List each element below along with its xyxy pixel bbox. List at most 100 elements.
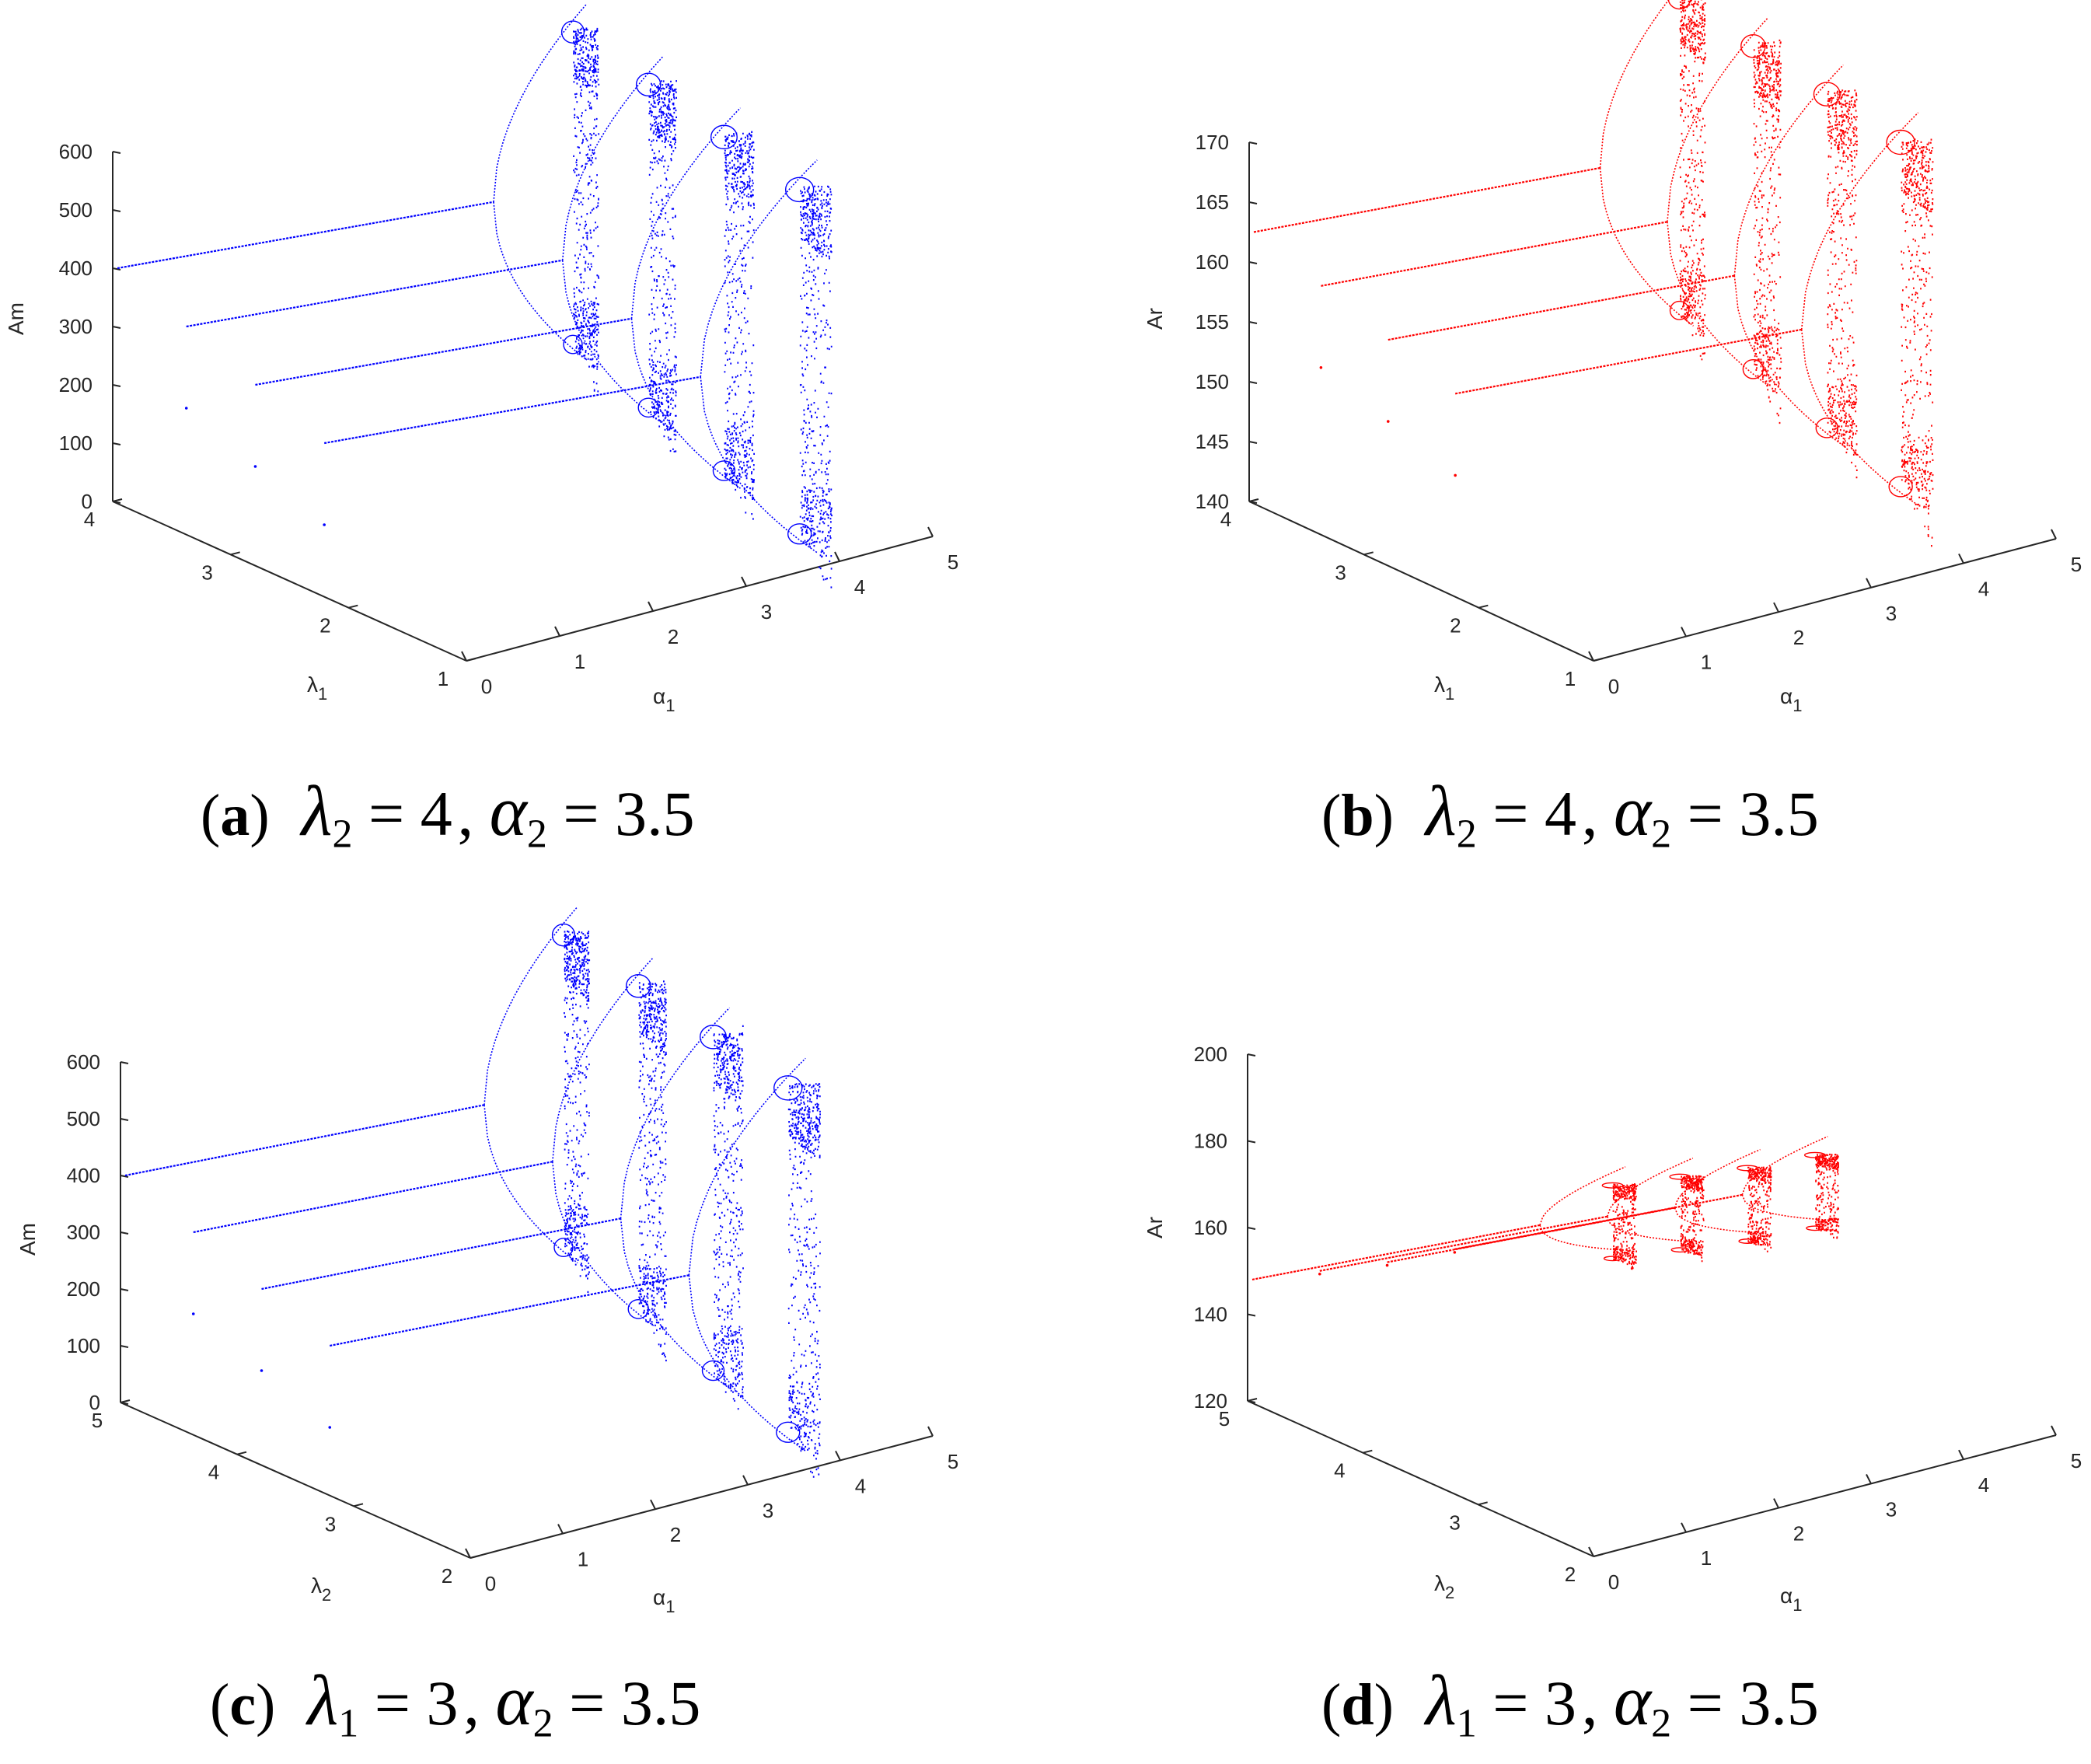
y-tick-mark (1247, 1398, 1258, 1402)
x-axis-label-sub: 1 (665, 1597, 675, 1616)
x-tick-label: 2 (1793, 1522, 1804, 1546)
caption-b-tag: b (1341, 783, 1374, 848)
slice-start-point (323, 523, 326, 526)
z-tick-label: 180 (1194, 1130, 1227, 1153)
z-tick-mark (1248, 201, 1258, 204)
z-tick-label: 150 (1196, 370, 1229, 393)
x-tick-mark (835, 1450, 841, 1461)
z-tick-mark (120, 1345, 129, 1348)
x-tick-label: 3 (761, 600, 772, 624)
series-slice-2 (1319, 16, 1782, 424)
z-tick-mark (1248, 381, 1258, 384)
x-axis-label-base: α (1780, 684, 1793, 708)
y-tick-label: 3 (1449, 1511, 1460, 1534)
period-four-loop (773, 1075, 803, 1101)
bifurcation-lower-branch (561, 260, 665, 425)
y-axis-label-base: λ (1434, 672, 1445, 697)
slice-start-point (184, 407, 188, 410)
caption-d-eq2: = 3.5 (1687, 1668, 1819, 1738)
bifurcation-lower-branch (1741, 1194, 1828, 1221)
y-axis-label-sub: 2 (1445, 1583, 1454, 1602)
period-four-loop (1737, 1165, 1758, 1172)
x-tick-label: 1 (1701, 1546, 1712, 1570)
x-axis-line (466, 536, 934, 662)
bifurcation-upper-branch (1607, 1158, 1694, 1217)
y-tick-label: 2 (319, 614, 330, 637)
x-axis-label: α1 (653, 1585, 675, 1616)
period-four-loop (787, 523, 812, 545)
y-axis-label-sub: 1 (1445, 684, 1454, 704)
x-tick-mark (742, 1475, 749, 1486)
y-tick-mark (1248, 498, 1259, 502)
series-slice-2 (1318, 1158, 1705, 1276)
x-tick-mark (461, 651, 467, 662)
caption-a-var-sub: 2 (332, 812, 353, 857)
z-tick-mark (120, 1175, 129, 1178)
y-axis-label-base: λ (1434, 1571, 1445, 1595)
chaotic-region-points (1815, 1153, 1840, 1239)
bifurcation-lower-branch (483, 1105, 578, 1264)
y-axis-label: λ1 (307, 672, 327, 704)
z-tick-mark (1248, 141, 1258, 145)
series-slice-4 (1453, 1136, 1840, 1254)
fixed-point-line (1454, 328, 1802, 395)
z-tick-mark (112, 209, 121, 212)
x-tick-label: 4 (1978, 1473, 1989, 1497)
z-tick-mark (112, 151, 121, 154)
caption-c: (c) λ1 = 3 , α2 = 3.5 (210, 1661, 701, 1746)
fixed-point-line (255, 317, 632, 386)
bifurcation-lower-branch (700, 376, 818, 554)
series-slice-3 (1385, 1148, 1772, 1267)
z-tick-mark (112, 442, 121, 445)
fixed-point-line (1253, 166, 1601, 233)
x-tick-mark (1588, 1546, 1594, 1557)
z-tick-label: 300 (67, 1221, 100, 1244)
chaotic-region-points (638, 980, 667, 1362)
x-tick-mark (554, 626, 560, 637)
caption-d-var2-sub: 2 (1651, 1701, 1672, 1746)
z-tick-mark (112, 267, 121, 271)
bifurcation-upper-branch (1800, 112, 1919, 330)
bifurcation-upper-branch (483, 906, 578, 1106)
caption-b-var-sub: 2 (1456, 812, 1477, 857)
slice-start-point (1319, 366, 1323, 369)
z-tick-mark (112, 326, 121, 329)
caption-c-var-sub: 1 (338, 1701, 359, 1746)
slice-start-point (1318, 1272, 1321, 1276)
z-tick-label: 160 (1196, 250, 1229, 274)
chaotic-region-points (1753, 39, 1782, 424)
x-tick-label: 5 (2071, 1449, 2082, 1472)
x-tick-mark (1681, 1522, 1687, 1533)
bifurcation-upper-branch (620, 1007, 731, 1219)
series-slice-3 (253, 107, 755, 520)
z-tick-label: 400 (59, 257, 93, 280)
z-axis-label: Ar (1143, 308, 1167, 330)
series-slice-2 (184, 55, 677, 452)
slice-start-point (191, 1312, 195, 1315)
x-tick-mark (648, 601, 654, 612)
bifurcation-upper-branch (552, 956, 655, 1162)
caption-c-eq2: = 3.5 (569, 1668, 701, 1738)
chaotic-region-points (787, 1083, 821, 1478)
bifurcation-lower-branch (1599, 167, 1694, 327)
chaotic-region-points (713, 1025, 744, 1410)
x-tick-mark (1958, 553, 1964, 564)
y-axis-label-sub: 1 (318, 684, 327, 704)
y-tick-label: 4 (208, 1461, 219, 1484)
z-axis-label: Am (16, 1223, 40, 1256)
y-tick-mark (466, 658, 476, 662)
slice-start-point (1386, 420, 1390, 423)
caption-d-var-sub: 1 (1456, 1701, 1477, 1746)
period-four-loop (701, 1360, 725, 1382)
z-tick-label: 100 (59, 431, 93, 455)
x-tick-label: 5 (2071, 553, 2082, 576)
chaotic-region-points (724, 131, 755, 520)
period-four-loop (560, 20, 585, 44)
chaotic-region-points (648, 80, 677, 452)
z-tick-label: 120 (1194, 1389, 1227, 1413)
bifurcation-upper-branch (1733, 65, 1844, 276)
z-tick-mark (1247, 1140, 1256, 1144)
x-tick-mark (557, 1524, 564, 1535)
